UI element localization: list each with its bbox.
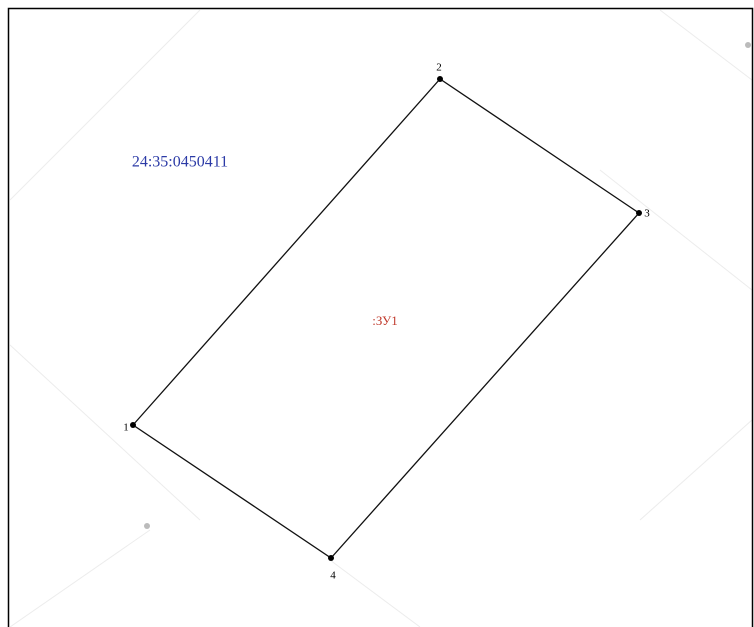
gray-dot: [144, 523, 150, 529]
neighbor-line: [639, 419, 753, 521]
neighbor-line: [9, 529, 151, 627]
vertex: [437, 76, 443, 82]
vertices: [130, 76, 642, 561]
vertex: [636, 210, 642, 216]
point-label: 4: [330, 570, 336, 582]
point-label: 2: [436, 62, 442, 74]
neighbor-line: [599, 169, 753, 291]
vertex: [130, 422, 136, 428]
background-lines: [9, 9, 753, 627]
neighbor-line: [659, 9, 753, 81]
neighbor-line: [329, 559, 421, 627]
point-label: 3: [644, 208, 650, 220]
point-label: 1: [123, 422, 129, 434]
parcel-label: :ЗУ1: [372, 313, 398, 328]
block-number: 24:35:0450411: [132, 154, 228, 171]
frame: [7, 7, 754, 627]
gray-dot: [745, 42, 751, 48]
vertex: [328, 555, 334, 561]
neighbor-line: [9, 9, 201, 201]
neighbor-line: [9, 344, 201, 521]
